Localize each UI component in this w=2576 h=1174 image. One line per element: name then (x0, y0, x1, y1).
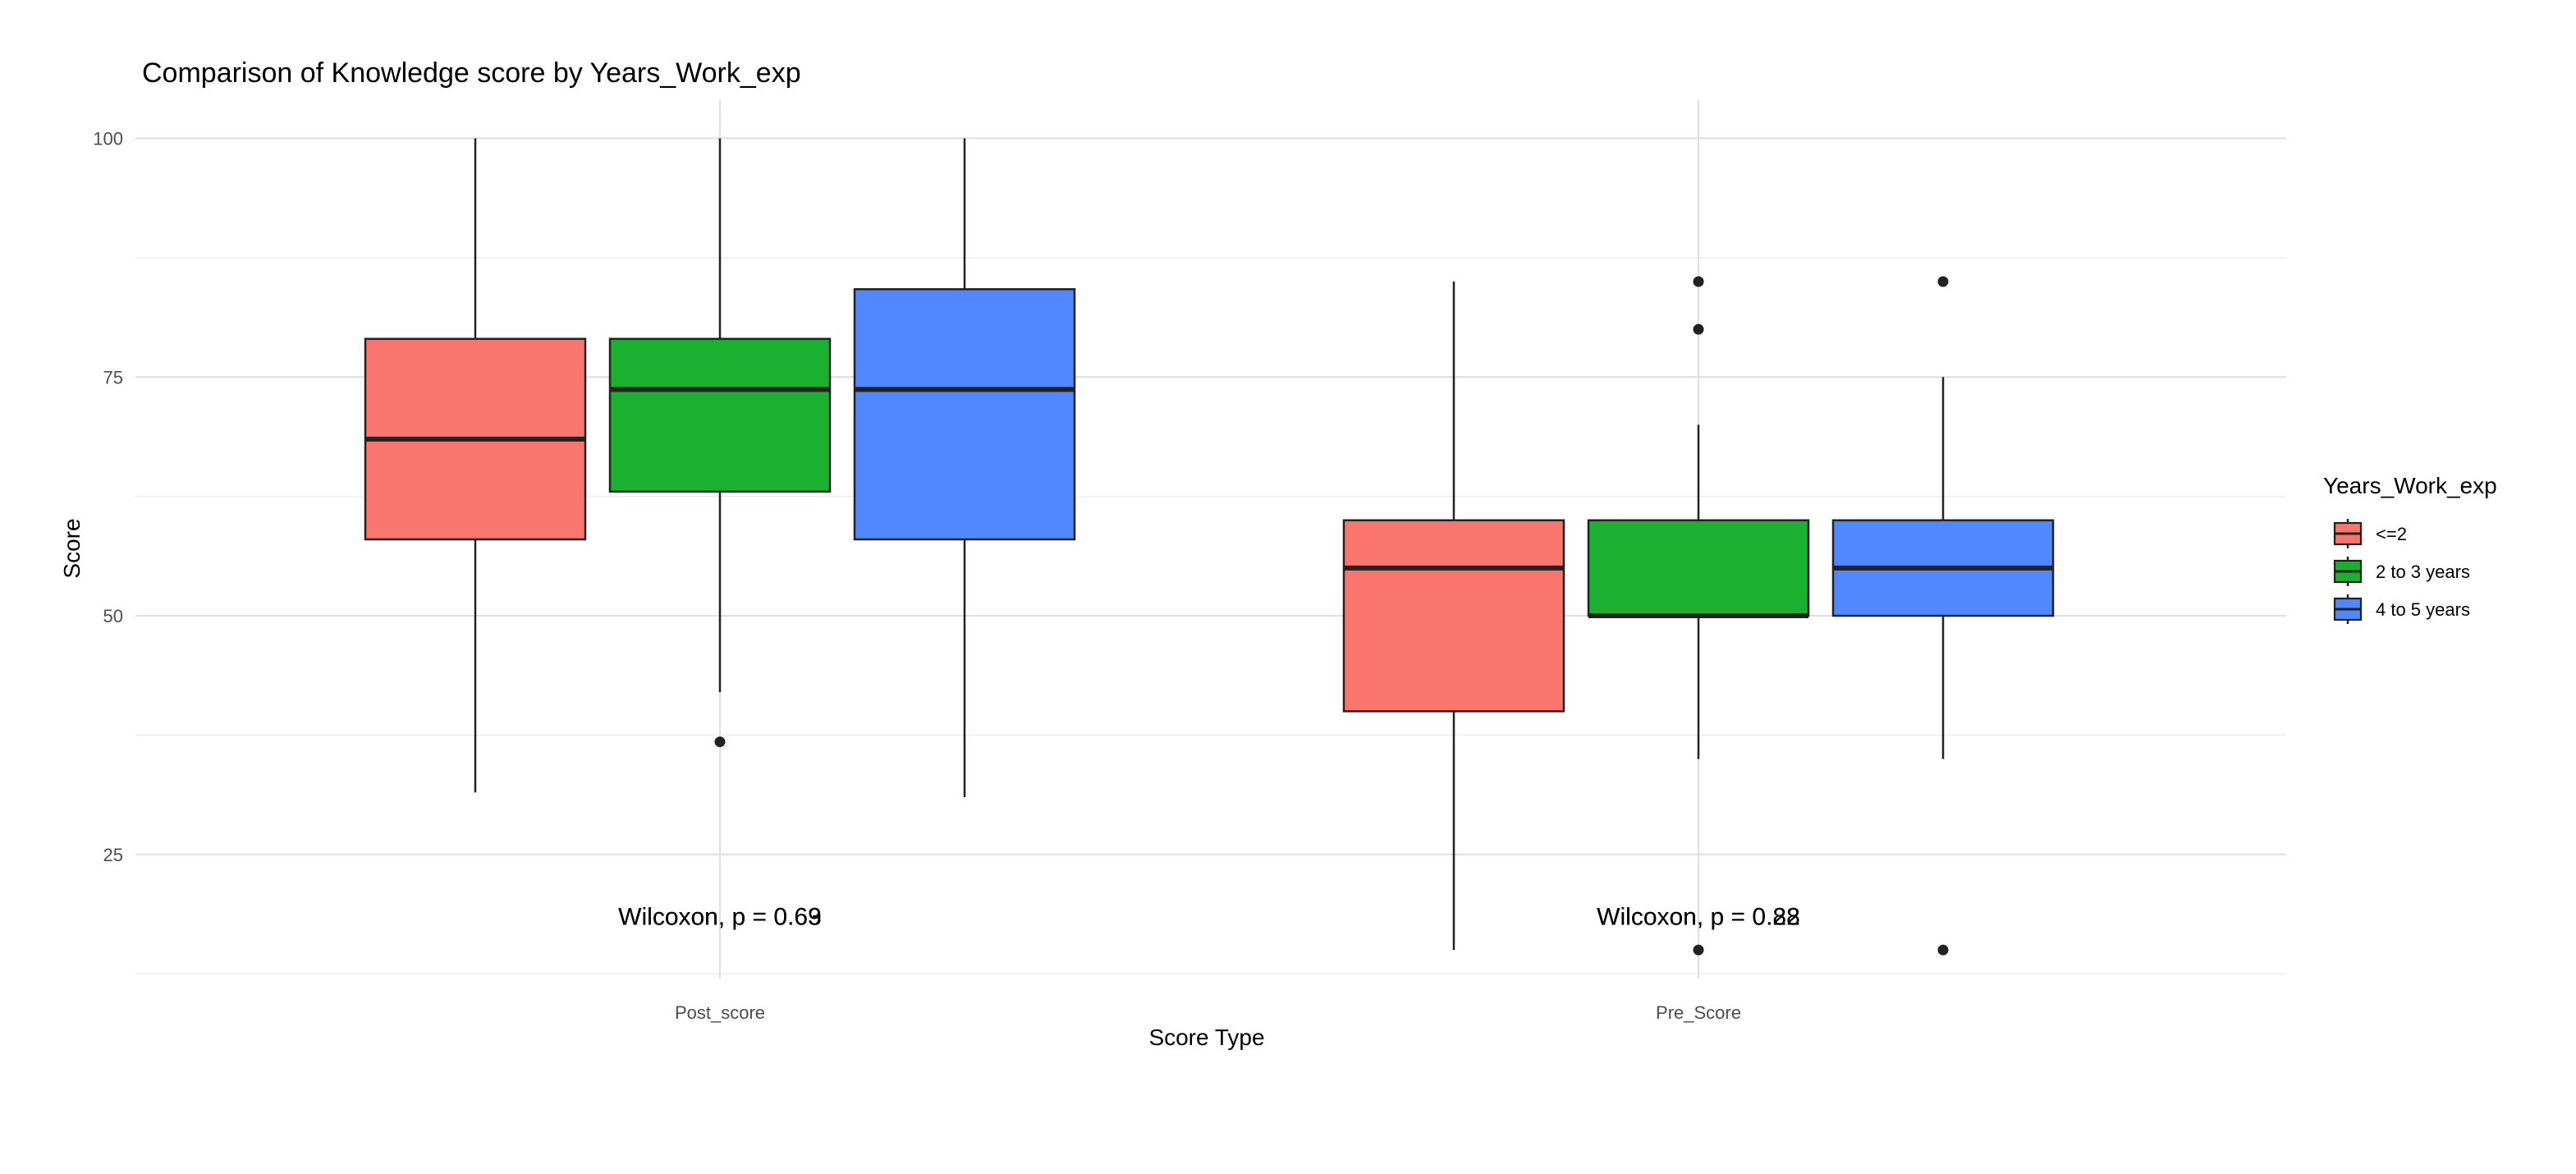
box-group (1587, 276, 1810, 956)
box-group (608, 138, 832, 748)
box-group (1342, 281, 1565, 951)
outlier-point (1937, 944, 1949, 956)
outlier-point (1693, 944, 1704, 956)
chart-title: Comparison of Knowledge score by Years_W… (142, 57, 801, 89)
y-tick-label: 25 (103, 845, 123, 865)
legend-item: 4 to 5 years (2333, 594, 2470, 624)
x-axis-ticks: Post_score Pre_Score (675, 1002, 1741, 1023)
box-group (1831, 276, 2055, 956)
legend-label: 4 to 5 years (2376, 599, 2470, 620)
legend-item: 2 to 3 years (2333, 557, 2470, 586)
wilcoxon-annotation: Wilcoxon, p = 0.63 (618, 903, 822, 930)
outlier-point (1937, 276, 1949, 287)
y-tick-label: 50 (103, 606, 123, 626)
legend-title: Years_Work_exp (2323, 473, 2497, 498)
box (853, 288, 1076, 541)
outlier-point (1693, 276, 1704, 287)
wilcoxon-annotation: Wilcoxon, p = 0.69 (618, 903, 822, 930)
y-tick-label: 75 (103, 367, 123, 388)
outlier-point (714, 736, 726, 748)
y-axis-ticks: 25 50 75 100 (93, 129, 123, 865)
wilcoxon-annotation: Wilcoxon, p = 0.28 (1597, 903, 1800, 930)
box (608, 337, 832, 493)
box (1587, 519, 1810, 617)
x-tick-label: Pre_Score (1656, 1002, 1741, 1023)
wilcoxon-annotation: Wilcoxon, p = 0.82 (1597, 903, 1800, 930)
x-axis-title: Score Type (1148, 1025, 1264, 1050)
box (1342, 519, 1565, 713)
legend-label: <=2 (2376, 524, 2407, 544)
y-axis-title: Score (59, 518, 85, 578)
boxplots (364, 138, 2055, 956)
legend-label: 2 to 3 years (2376, 562, 2470, 582)
legend: Years_Work_exp <=2 2 to 3 years 4 to 5 yea… (2323, 473, 2497, 624)
outlier-point (1693, 323, 1704, 335)
x-tick-label: Post_score (675, 1002, 765, 1023)
box-group (364, 138, 587, 793)
box-group (853, 138, 1076, 798)
legend-item: <=2 (2333, 519, 2407, 548)
y-tick-label: 100 (93, 129, 123, 149)
